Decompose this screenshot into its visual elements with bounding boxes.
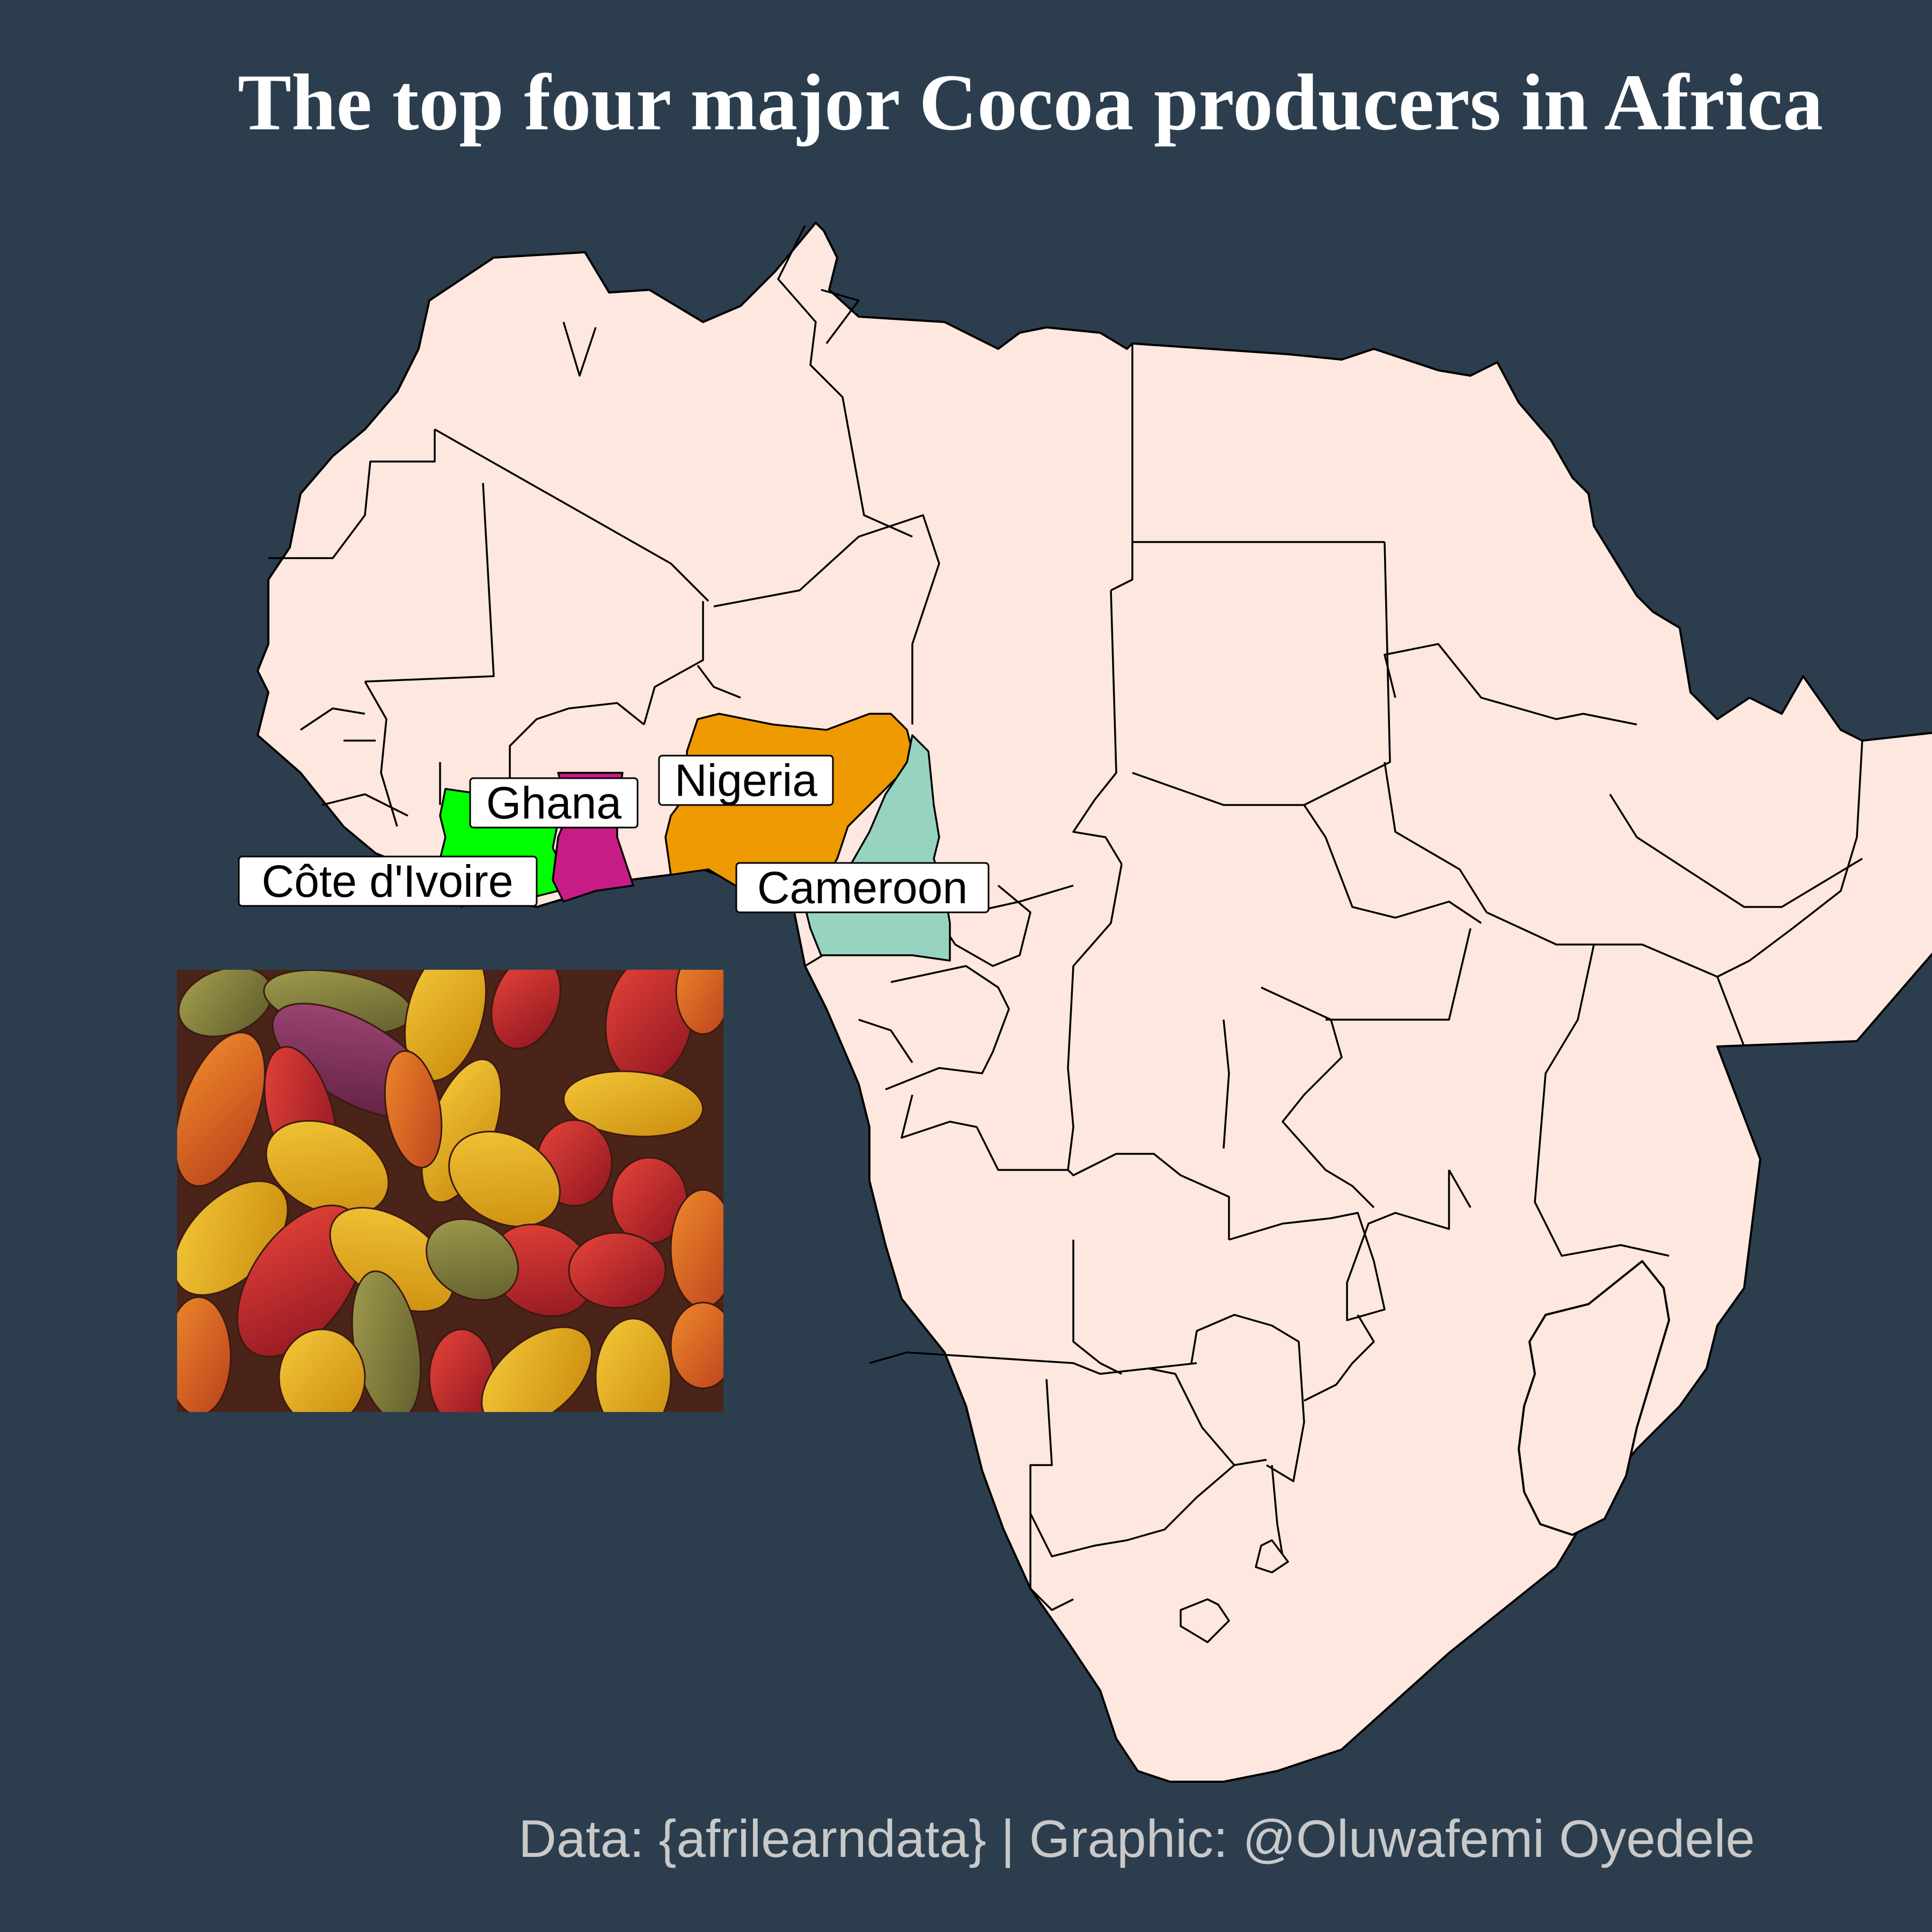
label-nigeria: Nigeria [658, 755, 834, 806]
label-cote-divoire: Côte d'Ivoire [238, 855, 538, 907]
svg-text:Cameroon: Cameroon [757, 862, 968, 913]
map-title: The top four major Cocoa producers in Af… [237, 58, 1823, 147]
label-cameroon: Cameroon [735, 862, 990, 913]
label-ghana: Ghana [469, 777, 639, 829]
svg-text:Ghana: Ghana [486, 778, 621, 828]
svg-text:Nigeria: Nigeria [675, 755, 817, 806]
cocoa-pods-photo [177, 970, 723, 1412]
caption: Data: {afrilearndata} | Graphic: @Oluwaf… [518, 1809, 1755, 1868]
svg-text:Côte d'Ivoire: Côte d'Ivoire [262, 856, 514, 906]
madagascar [1518, 1260, 1670, 1536]
